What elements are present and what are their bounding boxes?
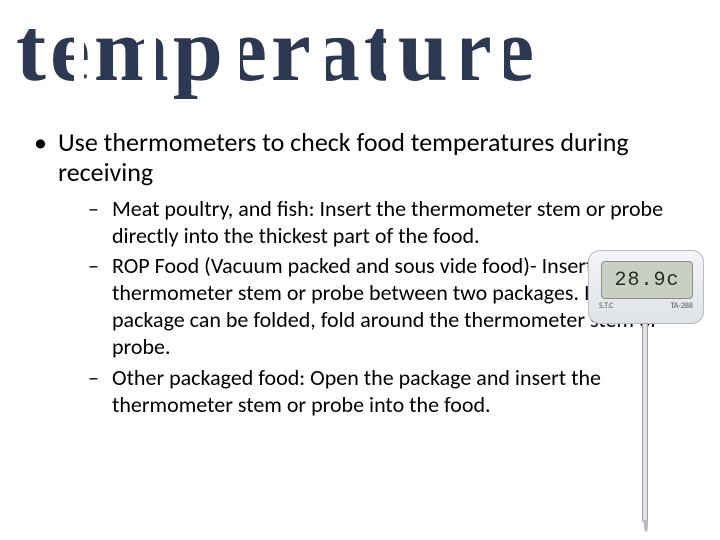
sub-bullet-item: ROP Food (Vacuum packed and sous vide fo… <box>58 253 690 360</box>
slide-title-container: temperature <box>16 6 704 114</box>
title-cut-bar <box>638 0 648 120</box>
slide-title: temperature <box>16 6 538 96</box>
sub-bullet-list: Meat poultry, and fish: Insert the therm… <box>58 196 690 419</box>
main-bullet-list: Use thermometers to check food temperatu… <box>30 128 690 418</box>
sub-bullet-text: ROP Food (Vacuum packed and sous vide fo… <box>112 252 658 359</box>
sub-bullet-item: Meat poultry, and fish: Insert the therm… <box>58 196 690 250</box>
sub-bullet-text: Other packaged food: Open the package an… <box>112 364 601 418</box>
main-bullet-item: Use thermometers to check food temperatu… <box>30 128 690 418</box>
main-bullet-text: Use thermometers to check food temperatu… <box>58 126 629 188</box>
slide-body: Use thermometers to check food temperatu… <box>30 128 690 424</box>
title-cut-bar <box>594 0 604 120</box>
title-cut-bar <box>542 0 552 120</box>
sub-bullet-item: Other packaged food: Open the package an… <box>58 365 690 419</box>
sub-bullet-text: Meat poultry, and fish: Insert the therm… <box>112 195 663 249</box>
